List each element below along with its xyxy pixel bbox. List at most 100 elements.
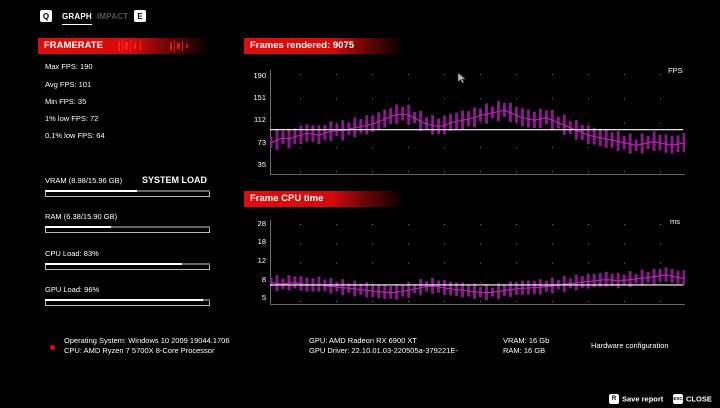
grid-dot <box>660 98 661 100</box>
grid-dot <box>300 224 301 225</box>
fps-ytick: 73 <box>257 138 266 147</box>
cpu-ytick: 18 <box>257 237 266 246</box>
grid-dot <box>480 146 481 148</box>
cpu-chart <box>270 220 685 305</box>
grid-dot <box>444 74 445 75</box>
cpu-load-label: CPU Load: 83% <box>45 249 99 258</box>
low1-fps: 1% low FPS: 72 <box>45 114 99 123</box>
grid-dot <box>444 243 445 245</box>
cpu-ytick: 8 <box>261 275 266 284</box>
grid-dot <box>408 224 409 225</box>
fps-unit-label: FPS <box>668 66 683 75</box>
fps-series-line <box>270 109 685 146</box>
cpu-ytick: 12 <box>257 256 266 265</box>
driver-info: GPU Driver: 22.10.01.03-220505a-379221E- <box>309 346 458 355</box>
cpu-unit-label: ms <box>670 217 680 226</box>
grid-dot <box>588 262 589 264</box>
grid-dot <box>408 262 409 264</box>
grid-dot <box>480 281 481 283</box>
cpu-ytick: 5 <box>261 293 266 302</box>
grid-dot <box>480 122 481 124</box>
os-info: Operating System: Windows 10 2009 19044.… <box>64 336 230 345</box>
grid-dot <box>336 262 337 264</box>
grid-dot <box>516 224 517 225</box>
gpu-load-label: GPU Load: 96% <box>45 285 100 294</box>
grid-dot <box>372 146 373 148</box>
grid-dot <box>300 98 301 100</box>
status-dot-icon <box>50 345 55 350</box>
grid-dot <box>408 243 409 245</box>
grid-dot <box>300 262 301 264</box>
grid-dot <box>336 98 337 100</box>
avg-fps: Avg FPS: 101 <box>45 80 92 89</box>
esc-key-icon: ESC <box>673 393 683 404</box>
vram-bar-frame <box>45 192 210 197</box>
grid-dot <box>372 281 373 283</box>
grid-dot <box>552 98 553 100</box>
e-key-icon[interactable]: E <box>134 10 146 22</box>
q-key-icon[interactable]: Q <box>40 10 52 22</box>
grid-dot <box>444 146 445 148</box>
grid-dot <box>552 243 553 245</box>
fps-chart <box>270 70 685 175</box>
grid-dot <box>624 171 625 172</box>
tab-graph[interactable]: GRAPH <box>62 12 92 25</box>
tab-impact[interactable]: IMPACT <box>97 12 129 21</box>
cpu-ytick: 28 <box>257 219 266 228</box>
grid-dot <box>408 301 409 302</box>
gpu-load-bar <box>45 299 210 301</box>
grid-dot <box>516 171 517 172</box>
grid-dot <box>516 262 517 264</box>
grid-dot <box>624 74 625 75</box>
grid-dot <box>552 262 553 264</box>
grid-dot <box>516 243 517 245</box>
grid-dot <box>624 122 625 124</box>
grid-dot <box>660 243 661 245</box>
vram-load-bar <box>45 190 210 192</box>
grid-dot <box>588 98 589 100</box>
grid-dot <box>480 243 481 245</box>
grid-dot <box>480 74 481 75</box>
grid-dot <box>300 171 301 172</box>
grid-dot <box>516 122 517 124</box>
close-button[interactable]: ESC CLOSE <box>673 390 712 408</box>
cpu-bar-frame <box>45 265 210 270</box>
grid-dot <box>624 224 625 225</box>
fps-ytick: 151 <box>253 93 266 102</box>
r-key-icon: R <box>609 393 619 404</box>
grid-dot <box>336 74 337 75</box>
grid-dot <box>516 74 517 75</box>
system-load-title: SYSTEM LOAD <box>142 175 208 185</box>
grid-dot <box>624 98 625 100</box>
cpu-load-bar <box>45 263 210 265</box>
hardware-config-link[interactable]: Hardware configuration <box>591 341 669 350</box>
grid-dot <box>336 146 337 148</box>
ram-load-bar <box>45 226 210 228</box>
grid-dot <box>372 243 373 245</box>
grid-dot <box>372 171 373 172</box>
grid-dot <box>300 301 301 302</box>
grid-dot <box>552 74 553 75</box>
grid-dot <box>480 171 481 172</box>
grid-dot <box>372 262 373 264</box>
grid-dot <box>444 98 445 100</box>
grid-dot <box>300 243 301 245</box>
grid-dot <box>300 146 301 148</box>
grid-dot <box>300 122 301 124</box>
grid-dot <box>552 301 553 302</box>
fps-chart-title: Frames rendered: 9075 <box>250 40 355 51</box>
save-report-button[interactable]: R Save report <box>609 390 663 408</box>
fps-ytick: 112 <box>254 115 266 124</box>
grid-dot <box>372 74 373 75</box>
min-fps: Min FPS: 35 <box>45 97 87 106</box>
grid-dot <box>552 224 553 225</box>
grid-dot <box>588 243 589 245</box>
fps-ytick: 35 <box>257 160 266 169</box>
grid-dot <box>552 146 553 148</box>
grid-dot <box>480 301 481 302</box>
grid-dot <box>336 224 337 225</box>
grid-dot <box>336 243 337 245</box>
grid-dot <box>588 224 589 225</box>
grid-dot <box>372 224 373 225</box>
vram-info: VRAM: 16 Gb <box>503 336 550 345</box>
